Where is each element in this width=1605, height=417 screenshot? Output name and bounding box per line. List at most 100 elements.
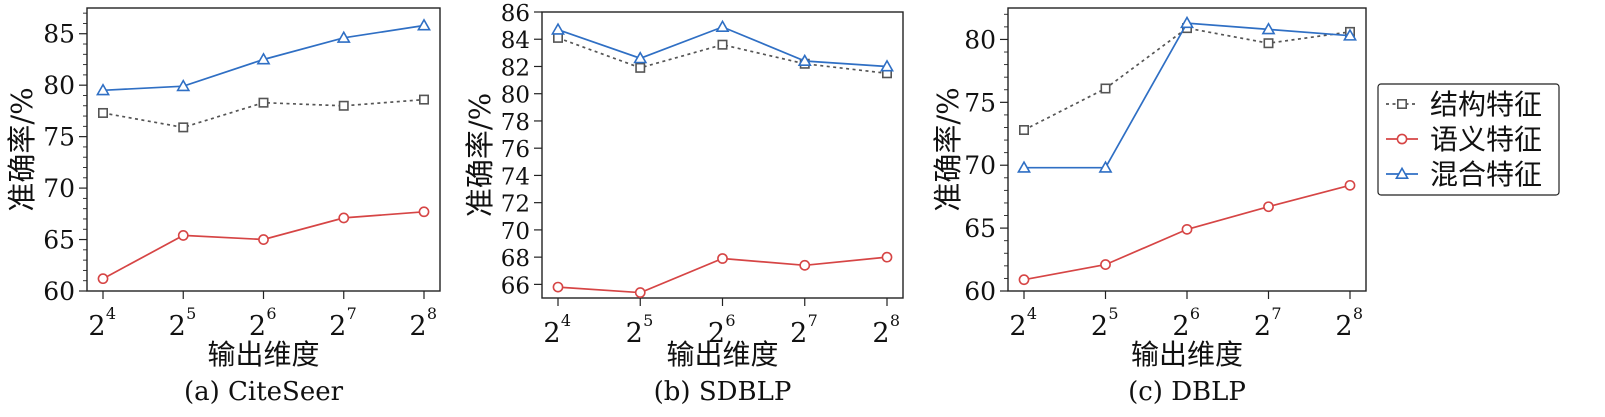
x-tick-exponent: 7 [1271,304,1281,323]
series-line [1024,22,1351,169]
y-axis-label: 准确率/% [5,87,39,211]
x-tick-base: 2 [1335,311,1352,342]
data-point [799,259,811,271]
x-tick-base: 2 [872,318,889,349]
x-tick-exponent: 4 [106,304,116,323]
y-tick-label: 60 [43,277,75,306]
series-hybrid [1017,15,1357,173]
y-tick-label: 70 [501,219,530,245]
y-tick-label: 84 [501,28,530,54]
data-point [552,32,563,43]
x-tick-exponent: 7 [808,311,818,330]
y-tick-label: 70 [964,151,996,180]
data-point [336,30,351,43]
y-tick-label: 76 [501,137,530,163]
series-line [1023,27,1351,131]
y-tick-label: 60 [964,277,996,306]
x-tick-base: 2 [1091,311,1108,342]
plot-area-frame [86,7,441,292]
data-point [633,51,648,64]
x-tick-base: 2 [169,311,186,342]
panel-caption: (c) DBLP [1128,377,1246,407]
x-tick-exponent: 8 [427,304,437,323]
x-axis-label: 输出维度 [207,338,319,371]
x-tick-exponent: 6 [266,304,276,323]
y-axis-label: 准确率/% [463,93,497,217]
x-tick-exponent: 4 [1027,304,1037,323]
y-tick-label: 85 [43,20,75,49]
data-point [176,78,191,92]
data-point [717,39,728,50]
y-tick-label: 74 [501,164,530,190]
x-tick-base: 2 [626,318,643,349]
x-tick-base: 2 [1009,311,1026,342]
x-tick-base: 2 [790,318,807,349]
series-semantic [552,251,893,298]
x-tick-exponent: 6 [1190,304,1200,323]
y-tick-label: 75 [964,88,996,117]
panel-caption: (a) CiteSeer [184,377,344,407]
data-point [258,234,269,245]
data-point [1344,179,1356,191]
data-point [97,273,109,285]
y-tick-label: 80 [964,25,996,54]
data-point [552,281,564,293]
data-point [418,206,430,218]
x-axis-label: 输出维度 [1131,338,1243,371]
data-point [717,253,728,264]
data-point [98,107,109,118]
series-semantic [97,206,430,285]
y-tick-label: 80 [501,83,530,109]
legend-label: 结构特征 [1430,88,1542,121]
y-tick-label: 68 [501,246,530,272]
x-tick-exponent: 5 [643,311,653,330]
series-structure [98,94,429,133]
x-tick-exponent: 6 [725,311,735,330]
legend-label: 混合特征 [1430,158,1542,191]
data-point [1100,259,1111,270]
data-point [1263,201,1274,213]
plot-area-frame [1007,7,1367,292]
data-point [178,122,189,133]
legend-marker [1397,99,1408,110]
data-point [418,94,429,105]
data-point [551,22,565,35]
y-tick-label: 86 [501,1,530,27]
data-point [1018,274,1030,286]
data-point [96,83,110,96]
data-point [417,18,431,31]
y-tick-label: 82 [501,55,530,81]
legend-marker [1396,133,1408,145]
data-point [634,287,646,298]
x-tick-base: 2 [543,318,560,349]
data-point [1263,38,1274,49]
data-point [338,100,349,111]
data-point [715,19,730,32]
x-tick-base: 2 [88,311,105,342]
data-point [797,53,812,67]
x-tick-exponent: 8 [1353,304,1363,323]
x-tick-base: 2 [1254,311,1271,342]
data-point [1180,15,1194,29]
series-line [102,210,425,280]
data-point [1017,160,1031,173]
x-tick-base: 2 [409,311,426,342]
legend-frame [1377,83,1560,196]
data-point [1100,83,1111,94]
legend-label: 语义特征 [1430,123,1542,156]
panel-caption: (b) SDBLP [654,377,792,407]
x-tick-base: 2 [1172,311,1189,342]
